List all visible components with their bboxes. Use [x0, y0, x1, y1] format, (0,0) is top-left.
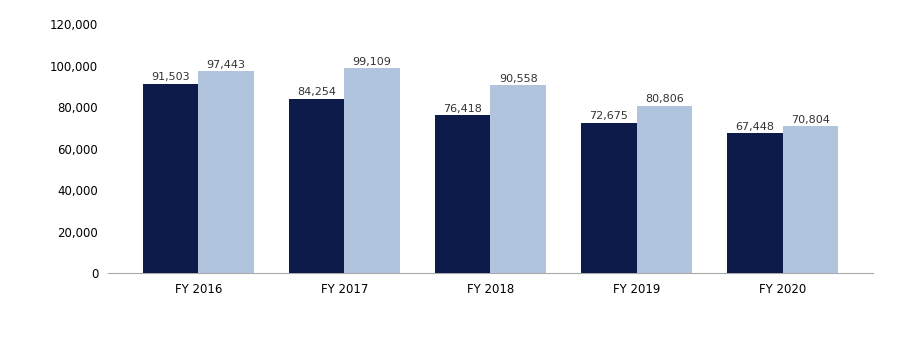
Text: 80,806: 80,806	[645, 94, 684, 104]
Bar	[581, 122, 636, 273]
Bar	[727, 133, 783, 273]
Bar	[198, 71, 254, 273]
Bar	[491, 85, 546, 273]
Text: 97,443: 97,443	[207, 60, 246, 70]
Text: 72,675: 72,675	[590, 111, 628, 121]
Text: 70,804: 70,804	[791, 115, 830, 125]
Bar	[783, 126, 838, 273]
Bar	[345, 68, 400, 273]
Text: 99,109: 99,109	[353, 56, 392, 66]
Bar	[143, 84, 198, 273]
Legend: Receipts, Resolutions: Receipts, Resolutions	[387, 349, 594, 350]
Bar	[289, 98, 345, 273]
Bar	[435, 115, 491, 273]
Text: 84,254: 84,254	[297, 87, 336, 97]
Bar	[636, 106, 692, 273]
Text: 91,503: 91,503	[151, 72, 190, 82]
Text: 76,418: 76,418	[444, 104, 482, 113]
Text: 67,448: 67,448	[735, 122, 774, 132]
Text: 90,558: 90,558	[499, 74, 537, 84]
